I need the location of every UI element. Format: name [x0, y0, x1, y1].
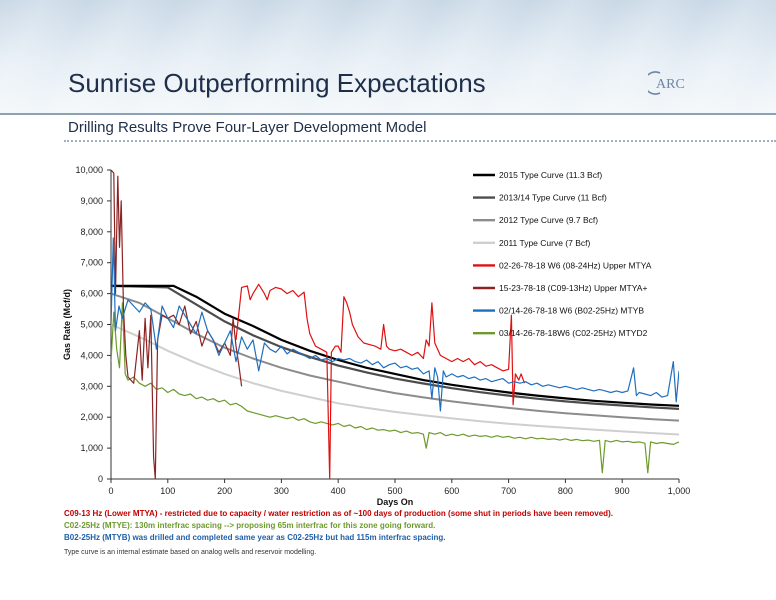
x-axis-label: Days On [377, 497, 414, 507]
series-line-3 [111, 323, 679, 436]
page-title: Sunrise Outperforming Expectations [68, 68, 486, 98]
x-tick-label: 600 [444, 486, 459, 496]
dotted-divider [64, 140, 776, 142]
legend-label: 03/14-26-78-18W6 (C02-25Hz) MTYD2 [499, 328, 648, 338]
legend-label: 2012 Type Curve (9.7 Bcf) [499, 215, 598, 225]
x-tick-label: 100 [160, 486, 175, 496]
y-tick-label: 0 [98, 474, 103, 484]
x-tick-label: 800 [558, 486, 573, 496]
x-tick-label: 900 [615, 486, 630, 496]
y-axis-label: Gas Rate (Mcf/d) [62, 289, 72, 360]
arc-logo: ARC [648, 71, 685, 95]
x-tick-label: 400 [331, 486, 346, 496]
y-tick-label: 3,000 [80, 381, 103, 391]
x-tick-label: 700 [501, 486, 516, 496]
y-tick-label: 6,000 [80, 289, 103, 299]
x-tick-label: 1,000 [668, 486, 691, 496]
y-tick-label: 4,000 [80, 350, 103, 360]
y-tick-label: 9,000 [80, 196, 103, 206]
series-line-6 [111, 237, 679, 412]
series-line-2 [111, 292, 679, 422]
series-line-0 [111, 284, 679, 407]
x-tick-label: 300 [274, 486, 289, 496]
legend-label: 15-23-78-18 (C09-13Hz) Upper MTYA+ [499, 283, 647, 293]
y-tick-label: 1,000 [80, 443, 103, 453]
note-c02: C02-25Hz (MTYE): 130m interfrac spacing … [64, 521, 436, 530]
series-line-4 [235, 283, 526, 479]
legend-label: 02/14-26-78-18 W6 (B02-25Hz) MTYB [499, 306, 644, 316]
note-c09: C09-13 Hz (Lower MTYA) - restricted due … [64, 509, 613, 518]
logo-text: ARC [656, 77, 685, 92]
note-b02: B02-25Hz (MTYB) was drilled and complete… [64, 533, 446, 542]
x-tick-label: 0 [108, 486, 113, 496]
series-line-1 [111, 284, 679, 410]
header-band-texture [0, 0, 776, 113]
y-tick-label: 10,000 [75, 165, 103, 175]
series-line-5 [111, 169, 243, 479]
legend-label: 2015 Type Curve (11.3 Bcf) [499, 170, 602, 180]
header-divider [0, 113, 776, 115]
x-tick-label: 200 [217, 486, 232, 496]
legend-label: 2013/14 Type Curve (11 Bcf) [499, 193, 607, 203]
footnote: Type curve is an internal estimate based… [64, 549, 317, 556]
y-tick-label: 7,000 [80, 258, 103, 268]
y-tick-label: 5,000 [80, 320, 103, 330]
x-tick-label: 500 [387, 486, 402, 496]
legend-label: 02-26-78-18 W6 (08-24Hz) Upper MTYA [499, 260, 652, 270]
page-subtitle: Drilling Results Prove Four-Layer Develo… [68, 119, 427, 136]
series-line-7 [111, 302, 679, 474]
y-tick-label: 8,000 [80, 227, 103, 237]
y-tick-label: 2,000 [80, 412, 103, 422]
header-band [0, 0, 776, 113]
legend-label: 2011 Type Curve (7 Bcf) [499, 238, 591, 248]
